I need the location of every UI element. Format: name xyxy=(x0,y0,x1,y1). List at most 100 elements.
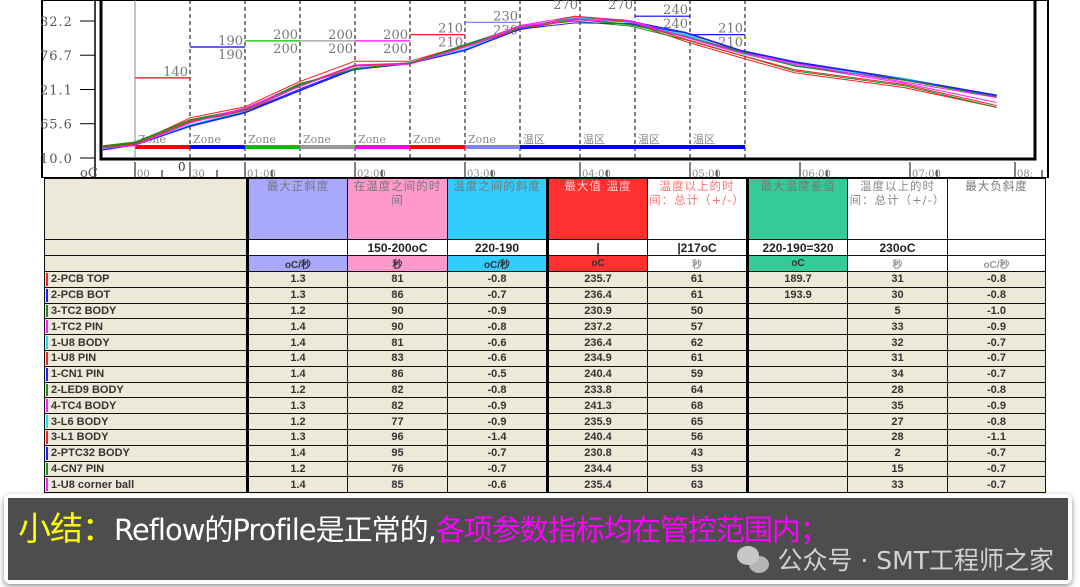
table-cell: 233.8 xyxy=(546,381,648,399)
table-cell: 1.2 xyxy=(246,460,348,478)
table-cell xyxy=(746,397,848,415)
table-cell xyxy=(746,318,848,336)
zone-color-bar xyxy=(190,145,245,149)
column-header: 温度以上的时间：总计（+/-） xyxy=(647,178,748,240)
table-cell: 1.4 xyxy=(246,476,348,494)
table-cell: 31 xyxy=(847,349,948,367)
probe-color-marker xyxy=(46,304,48,318)
zone-label: 温区 xyxy=(693,133,715,146)
column-unit: 秒 xyxy=(847,255,948,272)
table-cell: 234.9 xyxy=(546,349,648,367)
x-tick-label: 01:00 xyxy=(247,169,276,178)
probe-color-marker xyxy=(46,383,48,397)
table-cell: 1.3 xyxy=(246,271,348,288)
probe-name: 1-U8 PIN xyxy=(51,352,97,365)
table-row: 1-U8 PIN 1.4 83 -0.6 234.9 61 31 -0.7 xyxy=(44,349,1046,367)
summary-highlight: 各项参数指标均在管控范围内； xyxy=(435,513,829,547)
profile-curve-2-ptc32-body xyxy=(102,22,997,151)
probe-color-marker xyxy=(46,399,48,413)
table-cell: 230.8 xyxy=(546,444,648,462)
zone-label: Zone xyxy=(413,133,441,146)
table-row: 1-TC2 PIN 1.4 90 -0.8 237.2 57 33 -0.9 xyxy=(44,318,1046,336)
reflow-profile-chart: 32.2 76.7 21.1 65.6 10.0 oC 00 30 01:00 02:00 03:… xyxy=(40,0,1049,178)
table-row: 4-TC4 BODY 1.3 82 -0.9 241.3 68 35 -0.9 xyxy=(44,397,1046,415)
table-cell: 5 xyxy=(847,302,948,320)
y-tick-label: 21.1 xyxy=(40,83,73,98)
table-cell: 85 xyxy=(347,476,448,494)
zone-setpoint-label: 200 xyxy=(383,28,408,43)
table-cell: -0.6 xyxy=(447,334,548,351)
table-cell: 1.4 xyxy=(246,349,348,367)
column-header: 最大值 温度 xyxy=(546,178,648,240)
table-cell: 1.3 xyxy=(246,397,348,415)
table-cell: 64 xyxy=(647,381,748,399)
table-cell: -0.7 xyxy=(947,334,1046,351)
column-unit: oC/秒 xyxy=(246,255,348,272)
table-cell xyxy=(746,302,848,320)
probe-name: 4-TC4 BODY xyxy=(51,399,117,412)
summary-text: 小结：Reflow的Profile是正常的,各项参数指标均在管控范围内； xyxy=(18,502,829,550)
probe-label-cell: 3-TC2 BODY xyxy=(44,302,248,320)
probe-color-marker xyxy=(46,336,48,349)
column-limit xyxy=(246,239,348,256)
probe-name: 2-PCB BOT xyxy=(51,289,111,302)
table-cell: 235.7 xyxy=(546,271,648,288)
table-cell: -0.7 xyxy=(947,349,1046,367)
table-row: 2-PTC32 BODY 1.4 95 -0.7 230.8 43 2 -0.7 xyxy=(44,444,1046,462)
summary-banner: 小结：Reflow的Profile是正常的,各项参数指标均在管控范围内； 公众号… xyxy=(4,494,1072,584)
table-cell: 95 xyxy=(347,444,448,462)
column-header: 温度以上的时间：总计（+/-） xyxy=(847,178,948,240)
zone-setpoint-label: 190 xyxy=(218,34,243,49)
zone-color-bar xyxy=(300,145,355,149)
table-cell: 189.7 xyxy=(746,271,848,288)
zone-setpoint-label: 200 xyxy=(273,28,298,43)
table-row: 3-L6 BODY 1.2 77 -0.9 235.9 65 27 -0.8 xyxy=(44,413,1046,430)
y-tick-label: 10.0 xyxy=(40,152,73,167)
table-row: 2-PCB BOT 1.3 86 -0.7 236.4 61 193.9 30 -0.8 xyxy=(44,286,1046,304)
table-cell: 59 xyxy=(647,365,748,383)
table-cell: -0.7 xyxy=(447,286,548,304)
zone-color-bar xyxy=(465,145,520,149)
probe-color-marker xyxy=(46,430,48,444)
table-cell: 56 xyxy=(647,428,748,446)
table-row: 1-CN1 PIN 1.4 86 -0.5 240.4 59 34 -0.7 xyxy=(44,365,1046,383)
column-limit xyxy=(947,239,1046,256)
zone-label: 温区 xyxy=(583,133,605,146)
table-cell: -0.7 xyxy=(947,476,1046,494)
zone-label: Zone xyxy=(248,133,276,146)
zone-setpoint-label: 240 xyxy=(663,17,688,32)
zone-setpoint-label: 240 xyxy=(663,3,688,18)
wechat-icon xyxy=(737,546,771,576)
profile-curve-1-u8-corner-ball xyxy=(102,19,997,149)
table-cell: 235.4 xyxy=(546,476,648,494)
table-cell: 1.3 xyxy=(246,286,348,304)
table-cell xyxy=(746,444,848,462)
probe-label-cell: 1-TC2 PIN xyxy=(44,318,248,336)
table-cell: -1.0 xyxy=(947,302,1046,320)
table-cell: -0.7 xyxy=(947,444,1046,462)
table-cell xyxy=(746,381,848,399)
x-tick-label: 08: xyxy=(1017,169,1033,178)
table-cell: -1.4 xyxy=(447,428,548,446)
table-cell: -0.9 xyxy=(447,302,548,320)
table-cell: -0.9 xyxy=(447,413,548,430)
table-row: 2-PCB TOP 1.3 81 -0.8 235.7 61 189.7 31 -0.8 xyxy=(44,271,1046,288)
column-header: 最大温度差值 xyxy=(746,178,848,240)
column-unit: oC/秒 xyxy=(947,255,1046,272)
table-cell: 30 xyxy=(847,286,948,304)
table-cell: 62 xyxy=(647,334,748,351)
table-cell: -0.6 xyxy=(447,476,548,494)
probe-label-cell: 1-U8 PIN xyxy=(44,349,248,367)
table-cell: -0.7 xyxy=(947,365,1046,383)
probe-label-cell: 2-PCB TOP xyxy=(44,271,248,288)
probe-label-cell: 3-L6 BODY xyxy=(44,413,248,430)
probe-name: 2-PTC32 BODY xyxy=(51,447,130,460)
probe-label-cell: 4-CN7 PIN xyxy=(44,460,248,478)
x-tick-label: 03:00 xyxy=(467,169,496,178)
zone-label: Zone xyxy=(303,133,331,146)
header-row: 最大正斜度 在温度之间的时间 温度之间的斜度 最大值 温度 温度以上的时间：总计（+/-… xyxy=(44,178,1046,240)
table-cell: 43 xyxy=(647,444,748,462)
table-cell: 237.2 xyxy=(546,318,648,336)
table-cell xyxy=(746,365,848,383)
x-tick-label: 07:00 xyxy=(912,169,941,178)
